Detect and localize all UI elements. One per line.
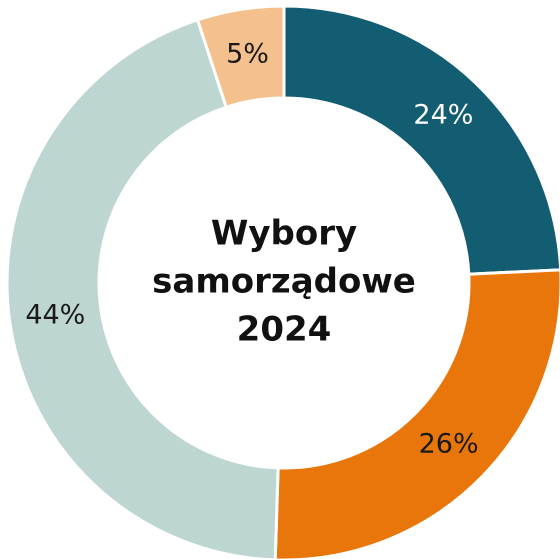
- donut-segment: [273, 268, 560, 559]
- chart-title: Wybory: [211, 214, 357, 254]
- value-label: 5%: [226, 38, 269, 69]
- value-label: 44%: [25, 299, 85, 330]
- donut-segment: [5, 17, 280, 559]
- donut-segment: [195, 4, 286, 110]
- value-label: 24%: [413, 99, 473, 130]
- chart-title: 2024: [237, 310, 332, 350]
- chart-title: samorządowe: [152, 262, 416, 302]
- value-label: 26%: [419, 429, 479, 460]
